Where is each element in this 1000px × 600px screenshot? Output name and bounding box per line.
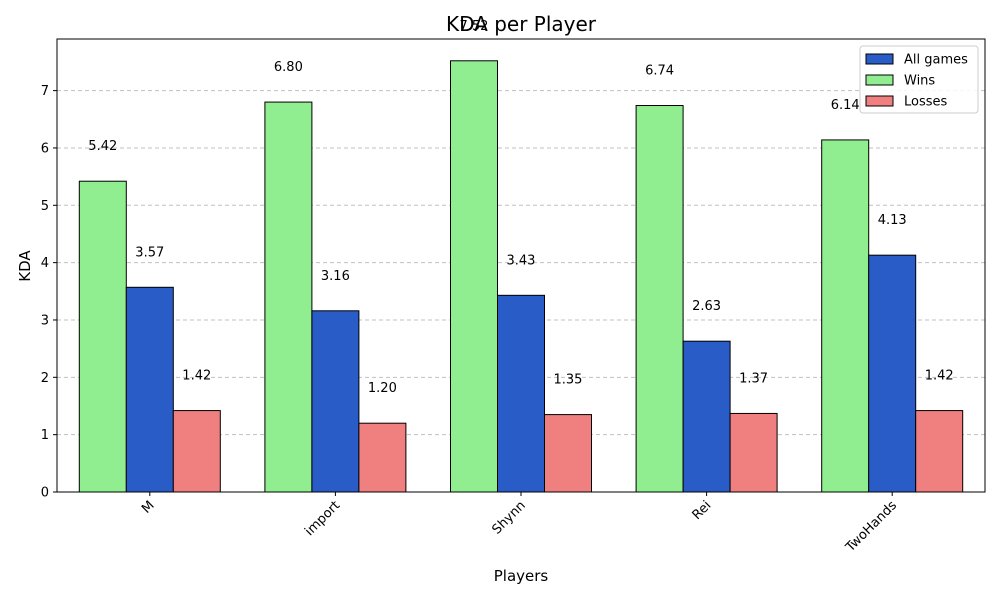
bar-wins-import: [264, 101, 313, 493]
bars: [78, 60, 964, 493]
x-tick-label-import: import: [302, 498, 343, 539]
legend-swatch-wins: [865, 74, 894, 86]
y-tick-label-2: 2: [41, 371, 49, 386]
y-axis: 0 1 2 3 4 5 6 7: [41, 84, 57, 501]
chart-title: KDA per Player: [446, 12, 597, 36]
x-tick-label-shynn: Shynn: [489, 498, 528, 537]
bar-losses-import: [358, 422, 407, 493]
data-label-losses-import: 1.20: [368, 381, 397, 396]
bar-all-games-import: [311, 310, 360, 493]
data-label-all-games-import: 3.16: [321, 269, 350, 284]
legend-label-wins: Wins: [904, 74, 935, 89]
y-tick-label-0: 0: [41, 486, 49, 501]
data-label-losses-rei: 1.37: [739, 371, 768, 386]
legend-swatch-all-games: [865, 53, 894, 65]
y-tick-label-1: 1: [41, 428, 49, 443]
data-label-all-games-shynn: 3.43: [507, 253, 536, 268]
data-label-all-games-twohands: 4.13: [878, 213, 907, 228]
data-label-wins-m: 5.42: [88, 139, 117, 154]
y-tick-label-7: 7: [41, 84, 49, 99]
data-label-losses-twohands: 1.42: [925, 369, 954, 384]
bar-all-games-m: [125, 286, 174, 493]
y-axis-label: KDA: [16, 250, 34, 282]
data-label-losses-shynn: 1.35: [554, 373, 583, 388]
bar-losses-twohands: [915, 410, 964, 493]
data-labels: 5.42 3.57 1.42 6.80 3.16 1.20 7.52 3.43 1.35 6.74…: [88, 19, 953, 396]
bar-wins-rei: [635, 105, 684, 493]
data-label-wins-rei: 6.74: [645, 64, 674, 79]
data-label-all-games-rei: 2.63: [692, 299, 721, 314]
y-tick-label-4: 4: [41, 256, 49, 271]
bar-all-games-rei: [682, 340, 731, 493]
x-tick-label-m: M: [139, 498, 158, 517]
y-tick-label-3: 3: [41, 313, 49, 328]
data-label-losses-m: 1.42: [182, 369, 211, 384]
y-tick-label-5: 5: [41, 199, 49, 214]
data-label-wins-import: 6.80: [274, 60, 303, 75]
y-tick-label-6: 6: [41, 141, 49, 156]
x-tick-label-twohands: TwoHands: [842, 498, 900, 556]
data-label-wins-twohands: 6.14: [831, 98, 860, 113]
legend-label-losses: Losses: [904, 95, 948, 110]
bar-all-games-shynn: [497, 294, 545, 493]
bar-losses-shynn: [544, 414, 592, 493]
x-tick-label-rei: Rei: [690, 498, 715, 523]
legend: All games Wins Losses: [859, 45, 979, 114]
bar-wins-m: [78, 180, 127, 493]
bar-all-games-twohands: [868, 254, 917, 493]
x-axis-label: Players: [494, 567, 549, 585]
legend-label-all-games: All games: [904, 53, 968, 68]
bar-wins-shynn: [450, 60, 498, 493]
bar-wins-twohands: [821, 139, 870, 493]
bar-losses-rei: [729, 412, 778, 493]
legend-swatch-losses: [865, 95, 894, 107]
bar-losses-m: [172, 410, 221, 493]
data-label-all-games-m: 3.57: [135, 245, 164, 260]
data-label-wins-shynn: 7.52: [460, 19, 489, 34]
